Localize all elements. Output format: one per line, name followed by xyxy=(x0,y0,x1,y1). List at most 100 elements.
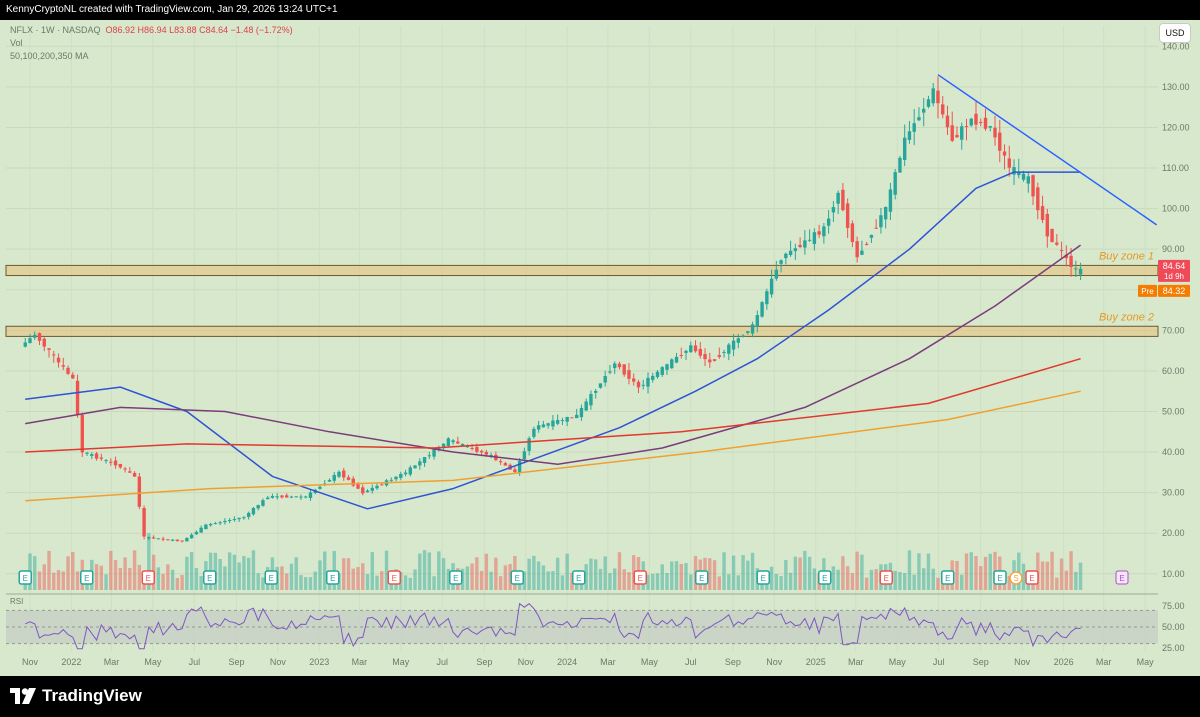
earnings-marker[interactable] xyxy=(202,570,217,585)
candle-body[interactable] xyxy=(185,538,189,542)
candle-body[interactable] xyxy=(755,315,760,326)
candle-body[interactable] xyxy=(769,278,774,295)
candle-body[interactable] xyxy=(484,451,489,455)
candle-body[interactable] xyxy=(28,338,32,343)
candle-body[interactable] xyxy=(703,354,707,360)
candle-body[interactable] xyxy=(1007,158,1011,168)
candle-body[interactable] xyxy=(61,365,65,367)
candle-body[interactable] xyxy=(308,492,313,498)
candle-body[interactable] xyxy=(242,517,246,519)
candle-body[interactable] xyxy=(1031,175,1035,197)
candle-body[interactable] xyxy=(513,469,517,473)
candle-body[interactable] xyxy=(883,207,888,220)
candle-body[interactable] xyxy=(1026,176,1030,184)
candle-body[interactable] xyxy=(570,417,574,419)
candle-body[interactable] xyxy=(47,348,51,350)
candle-body[interactable] xyxy=(741,335,745,337)
candle-body[interactable] xyxy=(826,218,831,226)
earnings-marker[interactable] xyxy=(141,570,155,585)
candle-body[interactable] xyxy=(1064,254,1069,259)
candle-body[interactable] xyxy=(1059,250,1064,252)
candle-body[interactable] xyxy=(565,416,569,422)
candle-body[interactable] xyxy=(147,537,151,539)
earnings-marker[interactable] xyxy=(510,570,524,585)
candle-body[interactable] xyxy=(1040,206,1045,221)
candle-body[interactable] xyxy=(822,226,826,237)
candle-body[interactable] xyxy=(660,367,664,375)
candle-body[interactable] xyxy=(760,302,764,317)
candle-body[interactable] xyxy=(441,443,446,447)
candle-body[interactable] xyxy=(527,438,531,451)
candle-body[interactable] xyxy=(589,393,593,406)
candle-body[interactable] xyxy=(632,378,636,382)
candle-body[interactable] xyxy=(836,192,840,204)
earnings-marker[interactable] xyxy=(940,570,955,585)
candle-body[interactable] xyxy=(960,126,964,140)
candle-body[interactable] xyxy=(784,253,788,259)
candle-body[interactable] xyxy=(988,126,992,128)
candle-body[interactable] xyxy=(746,331,750,333)
candle-body[interactable] xyxy=(460,443,465,446)
candle-body[interactable] xyxy=(180,540,184,542)
candle-body[interactable] xyxy=(375,485,379,489)
candle-body[interactable] xyxy=(679,354,683,356)
candle-body[interactable] xyxy=(128,471,132,473)
candle-body[interactable] xyxy=(270,496,275,498)
candle-body[interactable] xyxy=(888,189,893,212)
candle-body[interactable] xyxy=(437,447,441,451)
candle-body[interactable] xyxy=(717,355,721,357)
split-marker[interactable] xyxy=(1009,571,1023,585)
earnings-marker[interactable] xyxy=(1025,570,1039,585)
candle-body[interactable] xyxy=(731,340,736,350)
candle-body[interactable] xyxy=(161,538,165,540)
candle-body[interactable] xyxy=(864,243,869,245)
earnings-marker[interactable] xyxy=(633,570,647,585)
candle-body[interactable] xyxy=(356,484,360,489)
candle-body[interactable] xyxy=(788,250,793,255)
candle-body[interactable] xyxy=(156,538,161,540)
buy-zone-band[interactable] xyxy=(5,264,1159,277)
candle-body[interactable] xyxy=(1012,167,1016,175)
earnings-marker[interactable] xyxy=(79,570,94,585)
candle-body[interactable] xyxy=(979,121,983,124)
candle-body[interactable] xyxy=(1045,213,1050,237)
candle-body[interactable] xyxy=(522,451,527,460)
candle-body[interactable] xyxy=(546,423,550,426)
candle-body[interactable] xyxy=(337,471,341,477)
candle-body[interactable] xyxy=(289,496,294,498)
candle-body[interactable] xyxy=(52,354,56,356)
candle-body[interactable] xyxy=(793,248,798,252)
candle-body[interactable] xyxy=(251,508,256,515)
candle-body[interactable] xyxy=(922,108,926,113)
candle-body[interactable] xyxy=(498,461,503,463)
candle-body[interactable] xyxy=(204,524,208,530)
candle-body[interactable] xyxy=(151,537,156,539)
candle-body[interactable] xyxy=(361,487,365,494)
candle-body[interactable] xyxy=(1017,171,1021,176)
candle-body[interactable] xyxy=(403,472,408,475)
candle-body[interactable] xyxy=(85,452,89,454)
candle-body[interactable] xyxy=(137,476,142,507)
candle-body[interactable] xyxy=(23,342,27,347)
candle-body[interactable] xyxy=(998,132,1002,151)
candle-body[interactable] xyxy=(641,384,645,386)
candle-body[interactable] xyxy=(950,125,954,141)
candle-body[interactable] xyxy=(446,438,451,446)
candle-body[interactable] xyxy=(736,338,741,343)
candle-body[interactable] xyxy=(399,473,403,478)
candle-body[interactable] xyxy=(332,474,336,481)
candle-body[interactable] xyxy=(983,117,988,129)
candle-body[interactable] xyxy=(831,207,836,213)
candle-body[interactable] xyxy=(132,472,137,477)
candle-body[interactable] xyxy=(593,390,598,393)
candle-body[interactable] xyxy=(261,500,265,506)
candle-body[interactable] xyxy=(1050,228,1054,243)
candle-body[interactable] xyxy=(902,137,907,160)
candle-body[interactable] xyxy=(256,505,260,509)
candle-body[interactable] xyxy=(470,448,474,450)
candle-body[interactable] xyxy=(907,131,912,140)
candle-body[interactable] xyxy=(66,367,70,374)
candle-body[interactable] xyxy=(418,461,422,466)
candle-body[interactable] xyxy=(299,496,303,498)
candle-body[interactable] xyxy=(1036,187,1040,211)
